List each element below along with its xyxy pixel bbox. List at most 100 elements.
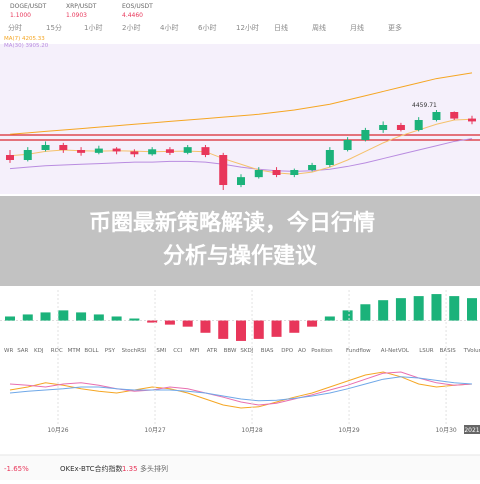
indicator-tab[interactable]: KDJ — [34, 348, 44, 354]
indicator-tab[interactable]: MFI — [190, 348, 200, 354]
histogram-bar — [164, 320, 175, 325]
timeframe-tab[interactable]: 6小时 — [198, 23, 216, 32]
timeframe-tab[interactable]: 日线 — [274, 23, 288, 32]
candle-body — [272, 170, 281, 175]
indicator-tab[interactable]: ATR — [207, 348, 218, 354]
timeframe-tab[interactable]: 更多 — [388, 23, 402, 32]
histogram-bar — [58, 310, 69, 321]
histogram-bar — [253, 320, 264, 339]
candle-body — [59, 145, 68, 150]
ma-line — [9, 138, 473, 172]
candle-body — [94, 148, 103, 153]
footer-change: -1.65% — [4, 465, 29, 473]
candle-body — [219, 155, 228, 185]
indicator-value: MA(7) 4205.33 — [4, 36, 45, 42]
timeframe-tab[interactable]: 月线 — [350, 23, 364, 32]
candle-body — [112, 148, 121, 152]
histogram-bar — [467, 298, 477, 321]
histogram-bar — [395, 298, 406, 321]
indicator-line — [9, 371, 473, 409]
ma-line — [9, 118, 473, 175]
candle-body — [450, 112, 459, 119]
indicator-tab[interactable]: BBW — [224, 348, 237, 354]
year-label: 2021 — [464, 427, 479, 434]
indicator-tab[interactable]: TVolume — [463, 348, 480, 354]
overlay-title: 币圈最新策略解读，今日行情 — [89, 210, 375, 236]
histogram-bar — [236, 320, 246, 341]
indicator-tab[interactable]: PSY — [105, 348, 116, 354]
indicator-tab[interactable]: CCI — [173, 348, 183, 354]
candle-body — [325, 150, 334, 165]
candle-body — [290, 170, 299, 175]
pair-price: 1.1000 — [10, 12, 31, 19]
candle-body — [77, 150, 86, 153]
indicator-tab[interactable]: LSUR — [419, 348, 434, 354]
date-label: 10月28 — [241, 427, 262, 434]
timeframe-tab[interactable]: 分时 — [8, 23, 22, 32]
timeframe-tab[interactable]: 4小时 — [160, 23, 178, 32]
histogram-bar — [200, 320, 211, 333]
date-label: 10月26 — [47, 427, 68, 434]
footer-value: 1.35 — [122, 465, 138, 473]
indicator-line — [9, 376, 473, 402]
indicator-line — [9, 371, 473, 406]
footer-index: OKEx-BTC合约指数 — [60, 464, 123, 473]
candle-body — [361, 130, 370, 140]
indicator-tab[interactable]: SKDJ — [240, 348, 253, 354]
histogram-bar — [111, 316, 122, 321]
indicator-tab[interactable]: SMI — [156, 348, 166, 354]
histogram-bar — [182, 320, 193, 327]
candle-body — [432, 112, 441, 120]
histogram-bar — [289, 320, 300, 333]
candle-body — [148, 149, 157, 155]
histogram-bar — [129, 318, 140, 321]
indicator-tab[interactable]: StochRSI — [122, 348, 147, 354]
overlay-band — [0, 196, 480, 286]
timeframe-tab[interactable]: 15分 — [46, 23, 62, 32]
histogram-bar — [342, 310, 353, 321]
histogram-bar — [449, 296, 460, 321]
candle-body — [23, 150, 32, 160]
indicator-tab[interactable]: AO — [298, 348, 307, 354]
indicator-tab[interactable]: DPO — [281, 348, 294, 354]
candle-body — [130, 151, 139, 155]
candle-body — [237, 177, 245, 185]
histogram-bar — [271, 320, 282, 337]
indicator-tab[interactable]: Position — [311, 348, 333, 354]
indicator-value: MA(30) 3905.20 — [4, 43, 49, 49]
timeframe-tab[interactable]: 1小时 — [84, 23, 102, 32]
histogram-bar — [218, 320, 229, 339]
ma-line — [9, 72, 473, 135]
candle-body — [201, 147, 210, 155]
indicator-tab[interactable]: BOLL — [84, 348, 99, 354]
date-label: 10月29 — [338, 427, 359, 434]
date-label: 10月30 — [435, 427, 456, 434]
pair-price: 4.4460 — [122, 12, 143, 19]
indicator-tab[interactable]: BASIS — [440, 348, 457, 354]
indicator-tab[interactable]: SAR — [17, 348, 28, 354]
candle-body — [379, 125, 388, 130]
date-label: 10月27 — [144, 427, 165, 434]
pair-name: DOGE/USDT — [10, 3, 47, 10]
candle-body — [414, 120, 423, 130]
candle-body — [308, 165, 317, 170]
histogram-bar — [76, 312, 87, 321]
histogram-bar — [5, 316, 15, 321]
timeframe-tab[interactable]: 12小时 — [236, 23, 259, 32]
histogram-bar — [324, 316, 335, 321]
indicator-tab[interactable]: BIAS — [261, 348, 274, 354]
footer-status: 多头排列 — [140, 464, 168, 473]
histogram-bar — [22, 314, 33, 321]
histogram-bar — [378, 300, 389, 321]
histogram-bar — [413, 296, 424, 321]
pair-name: XRP/USDT — [66, 3, 97, 10]
indicator-tab[interactable]: Fundflow — [346, 348, 371, 354]
indicator-tab[interactable]: WR — [4, 348, 13, 354]
histogram-bar — [40, 312, 51, 321]
timeframe-tab[interactable]: 周线 — [312, 23, 326, 32]
indicator-tab[interactable]: ROC — [51, 348, 63, 354]
indicator-tab[interactable]: AI-NetVOL — [381, 348, 410, 354]
timeframe-tab[interactable]: 2小时 — [122, 23, 140, 32]
indicator-tab[interactable]: MTM — [68, 348, 81, 354]
